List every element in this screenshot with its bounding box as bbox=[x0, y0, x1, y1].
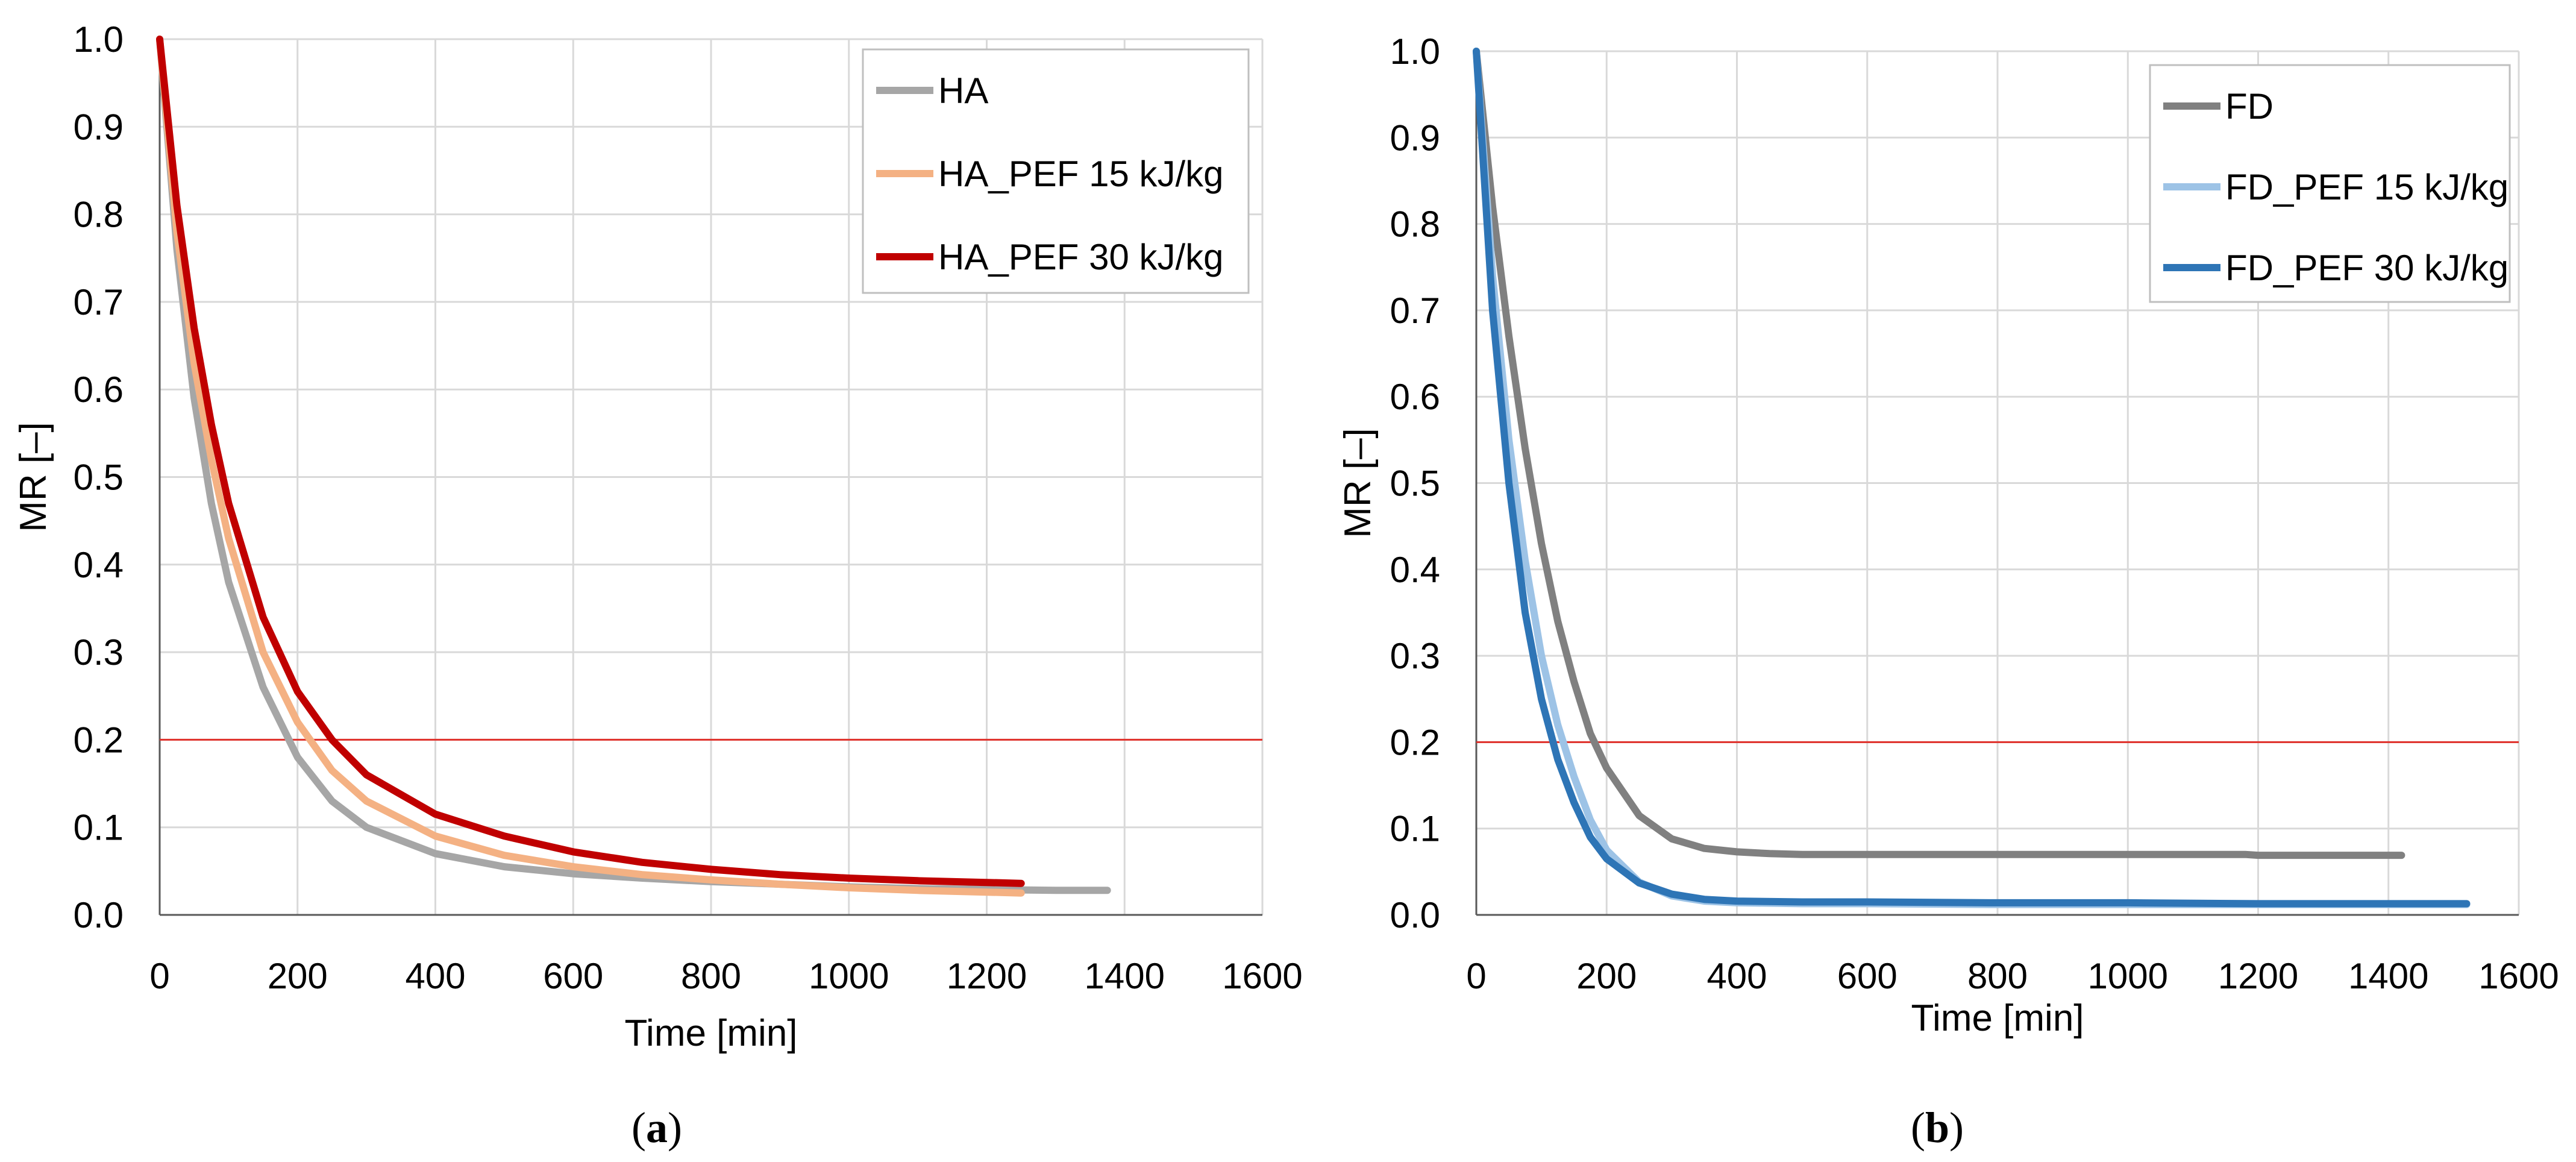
y-tick-label: 0.8 bbox=[1390, 204, 1440, 245]
legend-label: FD_PEF 15 kJ/kg bbox=[2225, 167, 2509, 207]
y-tick-label: 0.2 bbox=[74, 720, 124, 760]
x-tick-label: 1600 bbox=[2478, 956, 2559, 996]
chart-panel-b: 0 200 400 600 800 1000 1200 1400 1600 0.0 0.1 0.2 0.… bbox=[1337, 31, 2559, 1152]
y-tick-label: 1.0 bbox=[74, 19, 124, 60]
x-tick-label: 800 bbox=[1967, 956, 2028, 996]
legend-label: HA_PEF 15 kJ/kg bbox=[938, 154, 1224, 194]
x-tick-label: 1600 bbox=[1222, 956, 1302, 996]
x-tick-label: 200 bbox=[268, 956, 328, 996]
y-tick-label: 0.3 bbox=[74, 632, 124, 673]
y-tick-label: 0.5 bbox=[74, 457, 124, 498]
y-tick-label: 0.7 bbox=[74, 282, 124, 322]
x-axis-title: Time [min] bbox=[1911, 997, 2084, 1039]
x-axis-title: Time [min] bbox=[624, 1013, 797, 1054]
chart-panel-a: 0 200 400 600 800 1000 1200 1400 1600 0.0 0.1 0.2 0.… bbox=[13, 19, 1303, 1152]
x-tick-label: 1400 bbox=[2348, 956, 2428, 996]
series-line-fd bbox=[1473, 48, 2405, 859]
x-tick-label: 1000 bbox=[2088, 956, 2168, 996]
x-tick-label: 600 bbox=[1837, 956, 1898, 996]
caption-close-paren: ) bbox=[1949, 1104, 1964, 1152]
x-tick-label: 600 bbox=[543, 956, 603, 996]
y-tick-label: 0.0 bbox=[1390, 895, 1440, 935]
y-axis-title: MR [–] bbox=[13, 422, 54, 532]
series-line-fd-pef-30-kj-kg bbox=[1473, 48, 2471, 908]
x-tick-label: 200 bbox=[1576, 956, 1637, 996]
y-tick-label: 0.4 bbox=[74, 545, 124, 585]
y-tick-label: 0.1 bbox=[74, 808, 124, 848]
y-tick-label: 0.6 bbox=[74, 369, 124, 410]
y-tick-label: 0.6 bbox=[1390, 377, 1440, 417]
y-tick-label: 0.4 bbox=[1390, 550, 1440, 590]
series-line-ha-pef-15-kj-kg bbox=[156, 36, 1025, 897]
legend-label: FD_PEF 30 kJ/kg bbox=[2225, 248, 2509, 288]
y-tick-label: 0.0 bbox=[74, 895, 124, 935]
y-tick-label: 0.7 bbox=[1390, 290, 1440, 331]
caption-letter: a bbox=[646, 1104, 668, 1152]
x-tick-label: 400 bbox=[1706, 956, 1767, 996]
x-tick-label: 0 bbox=[1466, 956, 1486, 996]
y-tick-label: 0.8 bbox=[74, 195, 124, 235]
y-tick-label: 0.9 bbox=[1390, 118, 1440, 158]
x-tick-label: 800 bbox=[681, 956, 741, 996]
panel-caption: (a) bbox=[631, 1104, 682, 1152]
y-axis-title: MR [–] bbox=[1337, 428, 1379, 538]
panel-caption: (b) bbox=[1911, 1104, 1964, 1152]
y-tick-label: 0.5 bbox=[1390, 463, 1440, 504]
x-tick-label: 0 bbox=[149, 956, 169, 996]
y-tick-label: 0.9 bbox=[74, 107, 124, 147]
legend-label: HA bbox=[938, 71, 988, 111]
y-tick-label: 0.2 bbox=[1390, 722, 1440, 762]
caption-letter: b bbox=[1925, 1104, 1949, 1152]
caption-close-paren: ) bbox=[668, 1104, 682, 1152]
legend-label: HA_PEF 30 kJ/kg bbox=[938, 237, 1224, 277]
x-tick-label: 1000 bbox=[809, 956, 889, 996]
legend-label: FD bbox=[2225, 86, 2274, 127]
caption-open-paren: ( bbox=[631, 1104, 646, 1152]
series-line-ha-pef-30-kj-kg bbox=[156, 36, 1025, 887]
y-tick-label: 1.0 bbox=[1390, 31, 1440, 72]
caption-open-paren: ( bbox=[1911, 1104, 1925, 1152]
x-tick-label: 400 bbox=[405, 956, 465, 996]
x-tick-label: 1400 bbox=[1085, 956, 1165, 996]
x-tick-label: 1200 bbox=[2218, 956, 2298, 996]
x-tick-label: 1200 bbox=[947, 956, 1027, 996]
y-tick-label: 0.3 bbox=[1390, 636, 1440, 676]
y-tick-label: 0.1 bbox=[1390, 809, 1440, 849]
